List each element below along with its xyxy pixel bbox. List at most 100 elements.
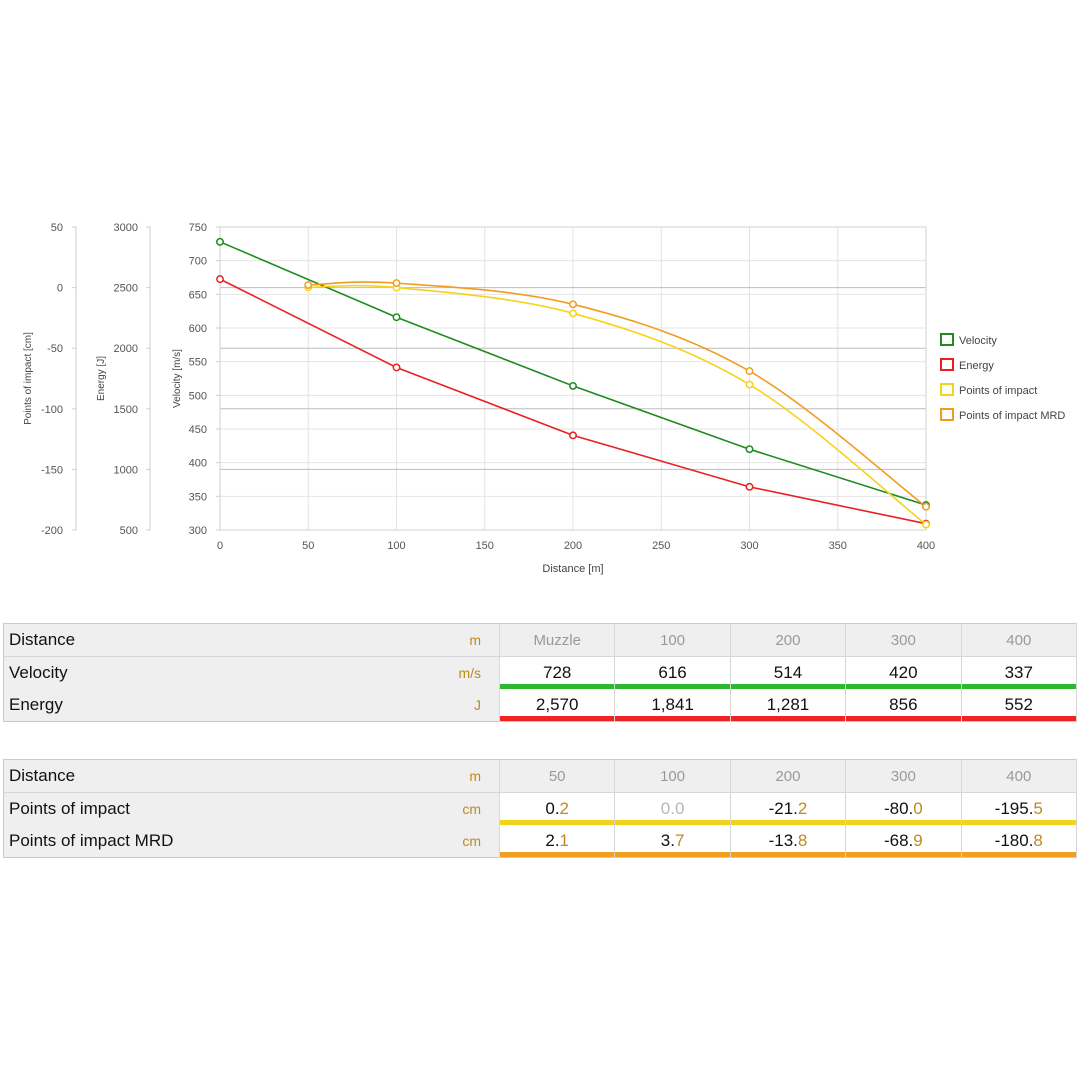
points-of-impact-point bbox=[922, 520, 930, 529]
chart-series bbox=[216, 237, 930, 529]
value-decimal: 9 bbox=[913, 831, 923, 850]
points-of-impact-line bbox=[308, 284, 927, 526]
column-header: 50 bbox=[499, 759, 616, 793]
value-decimal: 0 bbox=[674, 799, 685, 818]
chart-legend: Velocity Energy Points of impact Points of … bbox=[940, 333, 1065, 422]
column-header: 100 bbox=[614, 759, 731, 793]
velocity-tick-label: 350 bbox=[189, 491, 207, 503]
impact-tick-label: -150 bbox=[41, 464, 63, 476]
column-header: 200 bbox=[730, 759, 847, 793]
points-of-impact-mrd-line bbox=[308, 281, 927, 508]
table-row-energy: Energy J 2,570 1,841 1,281 856 552 bbox=[4, 689, 1078, 722]
column-header: Muzzle bbox=[499, 623, 616, 657]
x-tick-label: 300 bbox=[740, 540, 758, 552]
row-label: Points of impact bbox=[9, 799, 130, 818]
value-int: 2. bbox=[545, 831, 560, 850]
impact-mrd-cell: -68.9 bbox=[845, 825, 962, 858]
points-of-impact-mrd-point bbox=[569, 300, 577, 309]
velocity-tick-label: 750 bbox=[189, 222, 207, 234]
points-of-impact-point bbox=[745, 380, 754, 389]
legend-swatch-energy bbox=[940, 358, 954, 371]
velocity-tick-label: 500 bbox=[189, 390, 207, 402]
velocity-axis-title: Velocity [m/s] bbox=[172, 349, 183, 408]
table-row-points-of-impact-mrd: Points of impact MRD cm 2.1 3.7 -13.8 -6… bbox=[4, 825, 1078, 858]
velocity-cell: 616 bbox=[614, 656, 731, 689]
legend-swatch-velocity bbox=[940, 333, 954, 346]
velocity-tick-label: 300 bbox=[189, 525, 207, 537]
points-of-impact-point bbox=[569, 309, 577, 318]
ballistics-chart: 0 50 100 150 200 250 300 350 400 Distance [m] 750 7… bbox=[23, 222, 1065, 575]
legend-label-points-of-impact-mrd: Points of impact MRD bbox=[959, 410, 1065, 422]
impact-tick-label: -50 bbox=[47, 343, 63, 355]
value-decimal: 0 bbox=[913, 799, 923, 818]
column-header: 400 bbox=[961, 623, 1078, 657]
table-row-velocity: Velocity m/s 728 616 514 420 337 bbox=[4, 656, 1078, 689]
x-tick-label: 350 bbox=[829, 540, 847, 552]
row-unit: m bbox=[409, 623, 500, 657]
energy-cell: 856 bbox=[845, 689, 962, 722]
impact-mrd-cell: 2.1 bbox=[499, 825, 616, 858]
row-label: Distance bbox=[3, 759, 409, 793]
impact-axis-title: Points of impact [cm] bbox=[23, 332, 34, 425]
value-decimal: 2 bbox=[797, 799, 808, 818]
velocity-energy-table: Distance m Muzzle 100 200 300 400 Veloci… bbox=[3, 623, 1078, 722]
impact-cell: -21.2 bbox=[730, 792, 847, 825]
velocity-tick-label: 450 bbox=[189, 424, 207, 436]
row-unit: m bbox=[409, 759, 500, 793]
value-int: -21. bbox=[768, 799, 798, 818]
column-header: 100 bbox=[614, 623, 731, 657]
velocity-tick-label: 700 bbox=[189, 256, 207, 268]
chart-axes: 0 50 100 150 200 250 300 350 400 Distance [m] 750 7… bbox=[23, 222, 935, 575]
velocity-tick-label: 400 bbox=[189, 458, 207, 470]
velocity-tick-label: 650 bbox=[189, 289, 207, 301]
points-of-impact-mrd-point bbox=[304, 281, 313, 290]
impact-tick-label: 0 bbox=[57, 283, 63, 295]
x-axis-label: Distance [m] bbox=[542, 563, 603, 575]
row-label: Energy bbox=[9, 695, 63, 714]
x-tick-label: 400 bbox=[917, 540, 935, 552]
row-label: Points of impact MRD bbox=[9, 831, 174, 850]
value-decimal: 1 bbox=[559, 831, 570, 850]
velocity-point bbox=[216, 237, 224, 246]
value-int: 0. bbox=[545, 799, 560, 818]
impact-tick-label: -200 bbox=[41, 525, 63, 537]
energy-tick-label: 500 bbox=[120, 525, 138, 537]
energy-point bbox=[392, 363, 401, 372]
velocity-point bbox=[392, 313, 401, 322]
table-header-row: Distance m 50 100 200 300 400 bbox=[3, 759, 1078, 793]
velocity-cell: 420 bbox=[845, 656, 962, 689]
points-of-impact-mrd-point bbox=[392, 279, 401, 288]
x-tick-label: 100 bbox=[387, 540, 405, 552]
impact-cell: 0.2 bbox=[499, 792, 616, 825]
impact-cell: 0.0 bbox=[614, 792, 731, 825]
legend-swatch-points-of-impact-mrd bbox=[940, 408, 954, 421]
energy-point bbox=[745, 482, 754, 491]
row-label: Velocity bbox=[9, 663, 68, 682]
value-decimal: 5 bbox=[1033, 799, 1043, 818]
value-int: -13. bbox=[768, 831, 798, 850]
energy-point bbox=[569, 431, 577, 440]
x-tick-label: 250 bbox=[652, 540, 670, 552]
impact-mrd-cell: -13.8 bbox=[730, 825, 847, 858]
energy-cell: 1,841 bbox=[614, 689, 731, 722]
row-unit: J bbox=[409, 689, 500, 722]
energy-axis-title: Energy [J] bbox=[96, 356, 107, 401]
energy-cell: 2,570 bbox=[499, 689, 616, 722]
energy-tick-label: 1500 bbox=[114, 404, 138, 416]
value-decimal: 8 bbox=[1033, 831, 1043, 850]
legend-label-velocity: Velocity bbox=[959, 335, 997, 347]
impact-mrd-cell: 3.7 bbox=[614, 825, 731, 858]
column-header: 400 bbox=[961, 759, 1078, 793]
legend-label-points-of-impact: Points of impact bbox=[959, 385, 1037, 397]
row-label: Distance bbox=[3, 623, 409, 657]
velocity-tick-label: 600 bbox=[189, 323, 207, 335]
chart-grid bbox=[219, 226, 927, 531]
points-of-impact-table: Distance m 50 100 200 300 400 Points of … bbox=[3, 759, 1078, 858]
energy-cell: 1,281 bbox=[730, 689, 847, 722]
impact-cell: -195.5 bbox=[961, 792, 1078, 825]
energy-tick-label: 2500 bbox=[114, 283, 138, 295]
impact-tick-label: 50 bbox=[51, 222, 63, 234]
value-int: -180. bbox=[994, 831, 1034, 850]
velocity-cell: 337 bbox=[961, 656, 1078, 689]
value-decimal: 7 bbox=[674, 831, 685, 850]
